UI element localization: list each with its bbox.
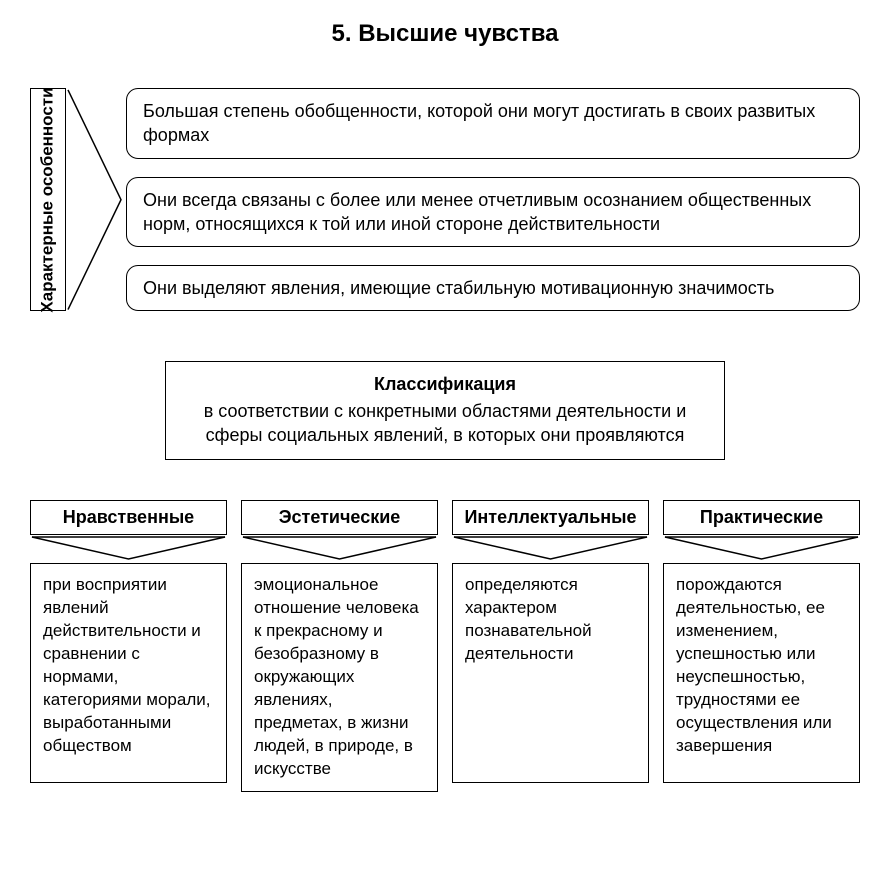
category-body: при восприятии явлений действительности … (30, 563, 227, 783)
classification-subtitle: в соответствии с конкретными областями д… (204, 401, 687, 445)
category-column: Нравственные при восприятии явлений дейс… (30, 500, 227, 791)
classification-box: Классификация в соответствии с конкретны… (165, 361, 725, 460)
feature-item: Большая степень обобщенности, которой он… (126, 88, 860, 159)
features-list: Большая степень обобщенности, которой он… (126, 88, 860, 311)
down-arrow-icon (663, 535, 860, 563)
down-arrow-icon (452, 535, 649, 563)
category-column: Практические порождаются деятельностью, … (663, 500, 860, 791)
features-label-wrap: Характерные особенности (30, 88, 126, 311)
diagram-page: 5. Высшие чувства Характерные особенност… (0, 0, 890, 892)
features-section: Характерные особенности Большая степень … (30, 88, 860, 311)
category-header: Практические (663, 500, 860, 535)
features-label: Характерные особенности (38, 87, 58, 312)
features-label-box: Характерные особенности (30, 88, 66, 311)
category-column: Эстетические эмоциональное отношение чел… (241, 500, 438, 791)
classification-title: Классификация (186, 372, 704, 396)
category-body: определяются характером познавательной д… (452, 563, 649, 783)
feature-item: Они выделяют явления, имеющие стабильную… (126, 265, 860, 311)
categories-row: Нравственные при восприятии явлений дейс… (30, 500, 860, 791)
feature-item: Они всегда связаны с более или менее отч… (126, 177, 860, 248)
down-arrow-icon (241, 535, 438, 563)
brace-arrow-icon (66, 88, 126, 311)
category-body: эмоциональное отношение человека к прекр… (241, 563, 438, 791)
category-column: Интеллектуальные определяются характером… (452, 500, 649, 791)
category-header: Интеллектуальные (452, 500, 649, 535)
down-arrow-icon (30, 535, 227, 563)
category-header: Эстетические (241, 500, 438, 535)
category-body: порождаются деятельностью, ее изменением… (663, 563, 860, 783)
category-header: Нравственные (30, 500, 227, 535)
page-title: 5. Высшие чувства (30, 20, 860, 48)
